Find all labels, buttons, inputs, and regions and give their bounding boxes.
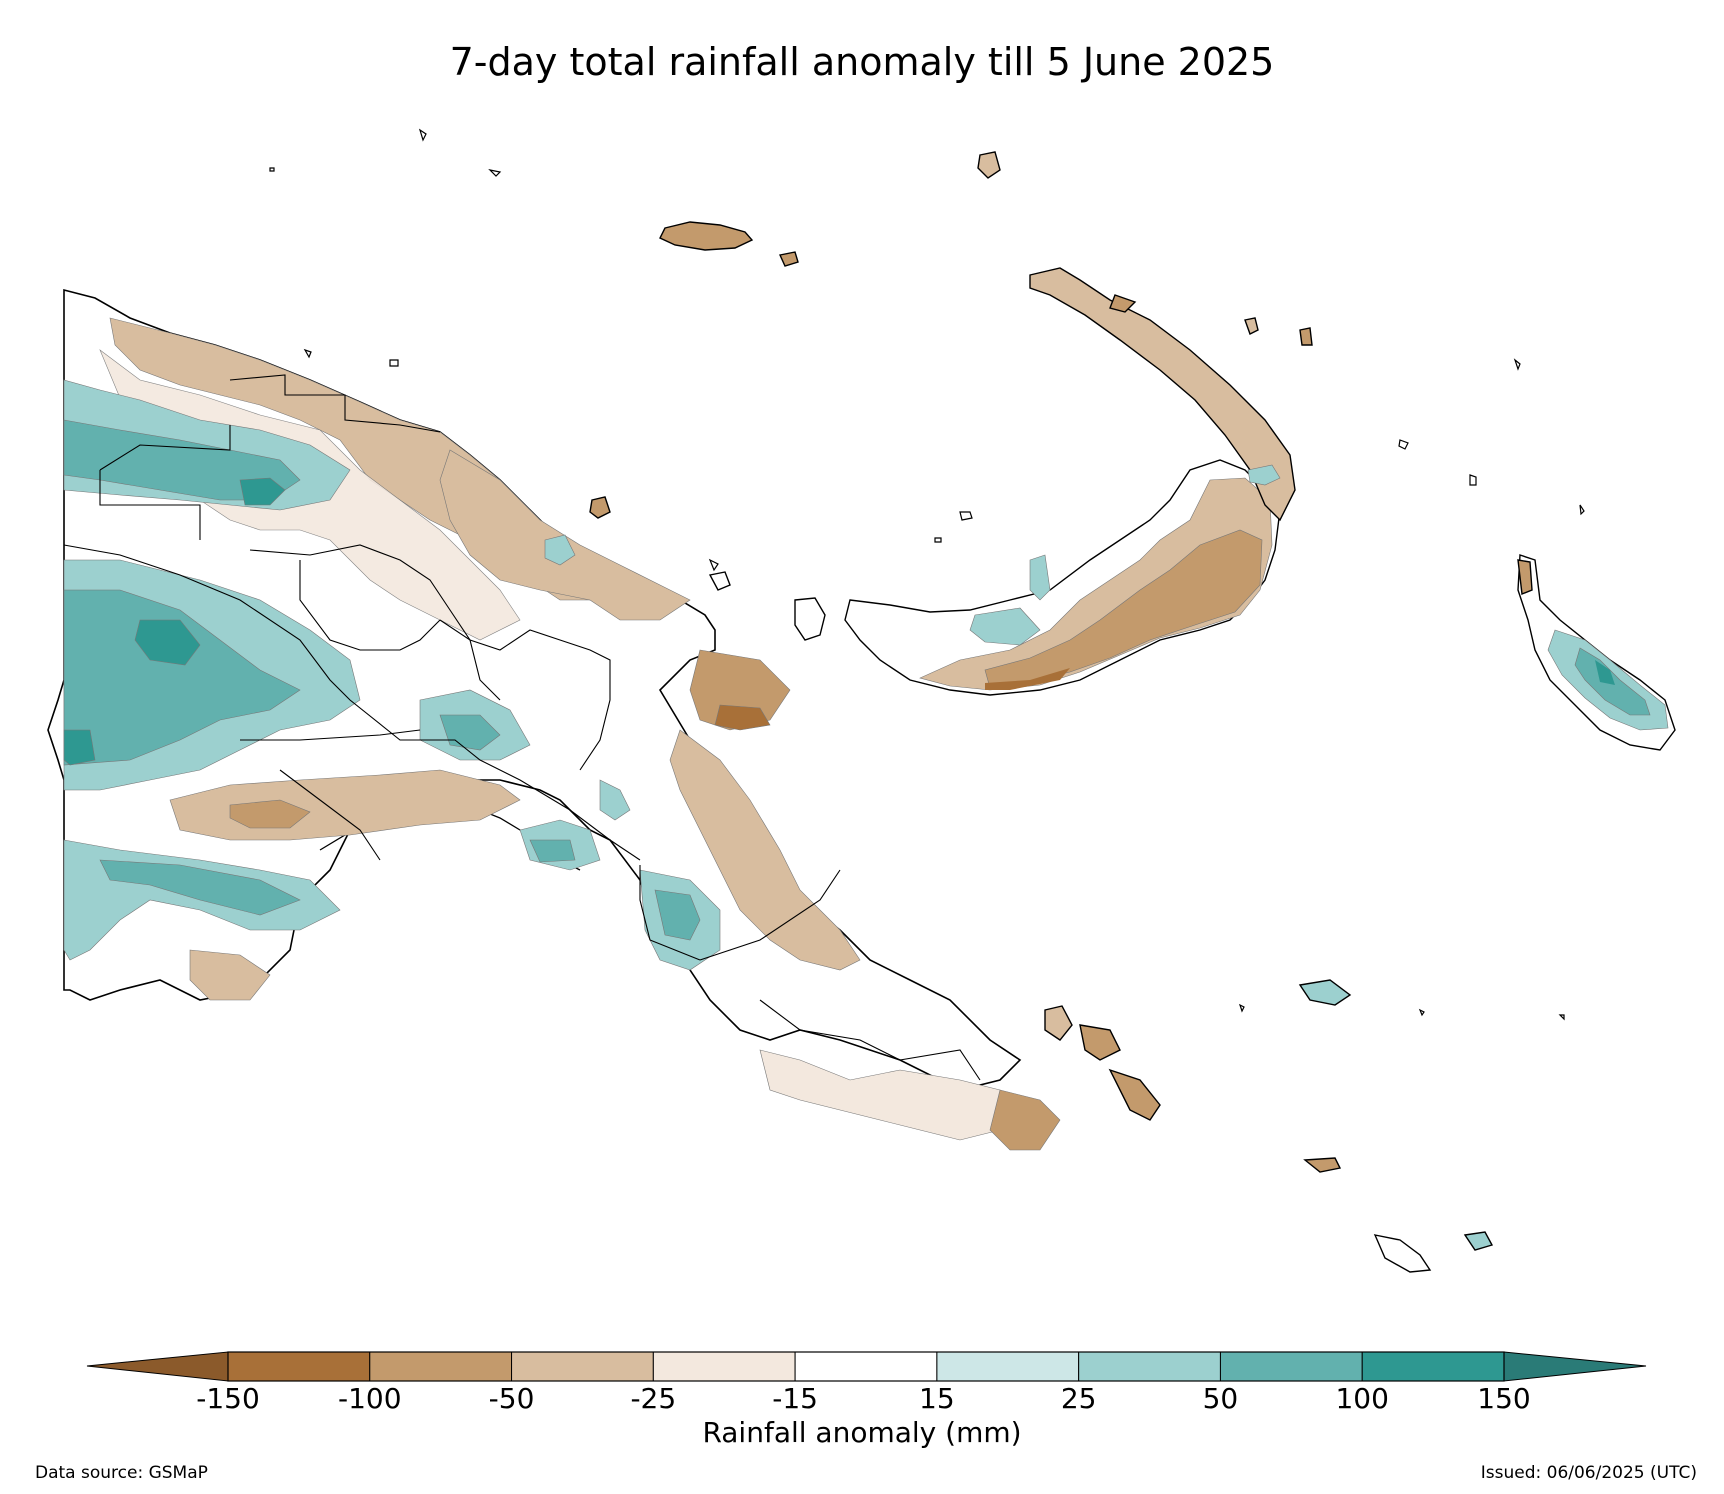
island-manus <box>659 221 754 251</box>
colorbar-bins <box>227 1351 1505 1382</box>
islands <box>589 151 1676 1273</box>
colorbar-bin <box>369 1351 513 1382</box>
colorbar-label: Rainfall anomaly (mm) <box>702 1416 1022 1449</box>
colorbar-tick-label: 25 <box>1060 1382 1097 1415</box>
colorbar-bin <box>936 1351 1080 1382</box>
colorbar-tick-label: 15 <box>919 1382 955 1415</box>
colorbar-tick-label: -15 <box>772 1382 818 1415</box>
colorbar-tick-label: 150 <box>1477 1382 1531 1415</box>
colorbar-bin <box>227 1351 371 1382</box>
colorbar-tick-label: 100 <box>1335 1382 1389 1415</box>
colorbar-tick-label: 50 <box>1202 1382 1239 1415</box>
colorbar-extend-high <box>1503 1351 1647 1382</box>
colorbar-tick-label: -50 <box>488 1382 535 1415</box>
colorbar-bin <box>652 1351 796 1382</box>
colorbar-bin <box>794 1351 938 1382</box>
colorbar-bin <box>1078 1351 1221 1382</box>
colorbar-tick-label: -25 <box>630 1382 677 1415</box>
colorbar-bin <box>511 1351 654 1382</box>
colorbar <box>86 1351 1647 1382</box>
colorbar-extend-low <box>86 1351 229 1382</box>
mainland-anomaly-fills <box>63 317 1061 1151</box>
province-boundaries <box>63 374 981 1081</box>
colorbar-bin <box>1361 1351 1505 1382</box>
map-title: 7-day total rainfall anomaly till 5 June… <box>449 40 1275 84</box>
data-source-note: Data source: GSMaP <box>35 1463 208 1483</box>
issued-date-note: Issued: 06/06/2025 (UTC) <box>1480 1463 1697 1483</box>
colorbar-tick-label: -100 <box>337 1382 402 1415</box>
small-islets <box>269 128 1585 1021</box>
colorbar-frame <box>227 1351 1505 1382</box>
colorbar-tick-label: -150 <box>196 1382 260 1415</box>
colorbar-bin <box>1219 1351 1363 1382</box>
